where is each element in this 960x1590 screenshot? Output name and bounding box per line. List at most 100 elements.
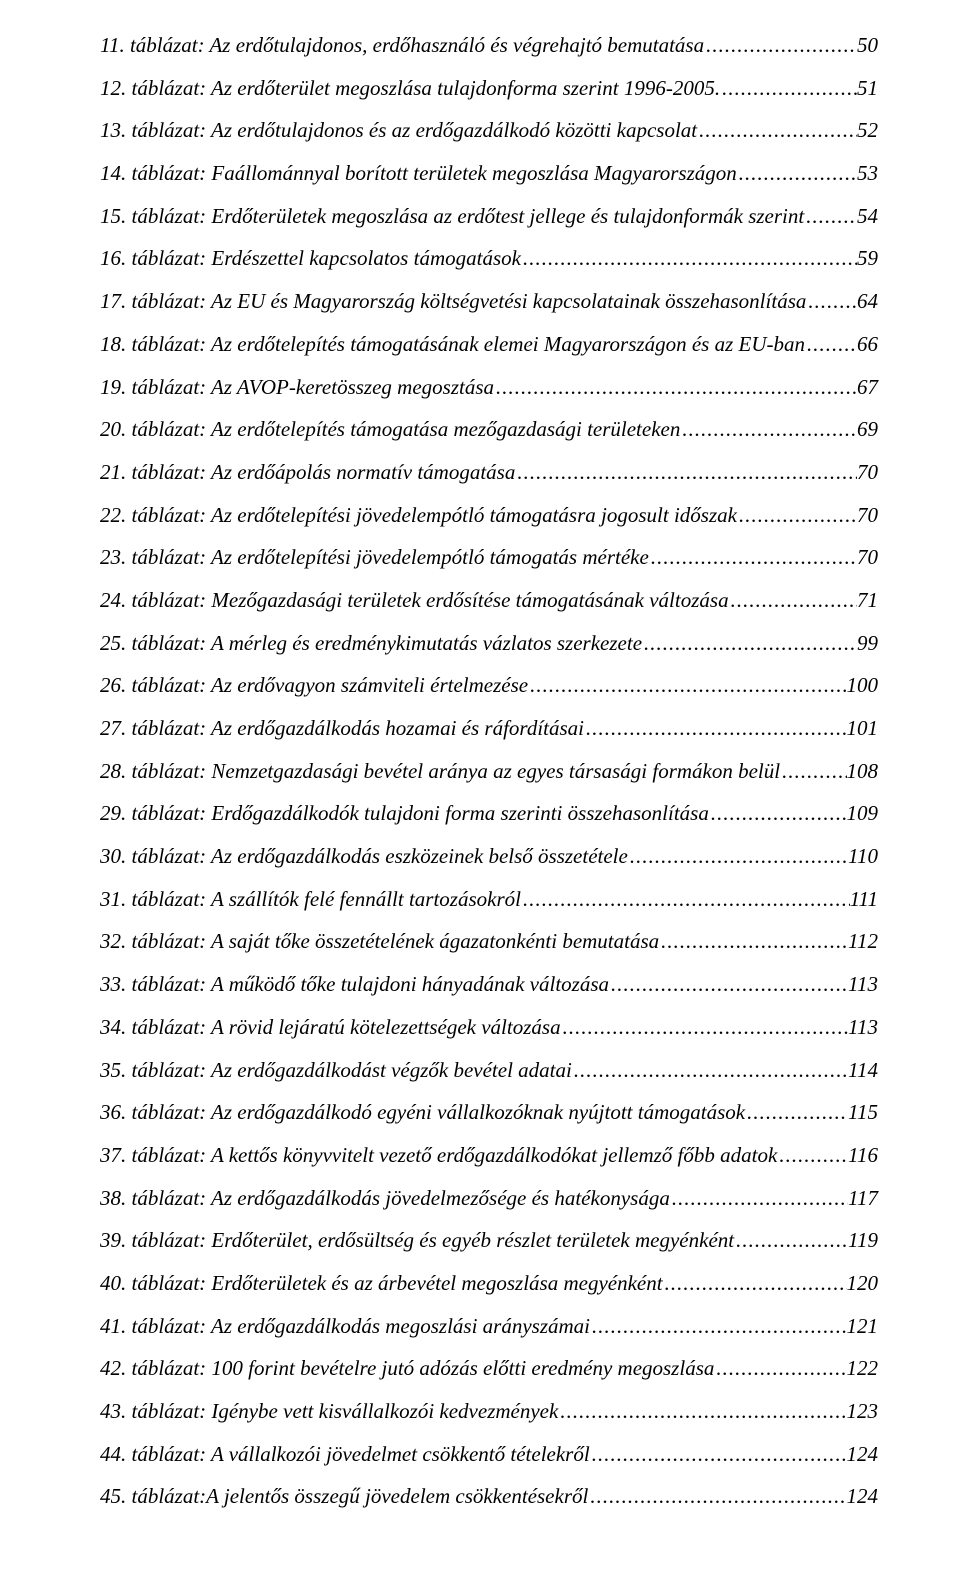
toc-entry[interactable]: 37. táblázat: A kettős könyvvitelt vezet… [100, 1145, 878, 1166]
toc-entry-title: 38. táblázat: Az erdőgazdálkodás jövedel… [100, 1188, 670, 1209]
toc-leader-dots: ........................................… [805, 334, 857, 355]
toc-entry-page: 50 [857, 35, 878, 56]
toc-entry-page: 116 [848, 1145, 878, 1166]
toc-entry-title: 35. táblázat: Az erdőgazdálkodást végzők… [100, 1060, 572, 1081]
toc-entry-title: 45. táblázat:A jelentős összegű jövedele… [100, 1486, 588, 1507]
toc-entry-page: 70 [857, 462, 878, 483]
toc-entry[interactable]: 20. táblázat: Az erdőtelepítés támogatás… [100, 419, 878, 440]
toc-entry-title: 31. táblázat: A szállítók felé fennállt … [100, 889, 521, 910]
toc-entry[interactable]: 25. táblázat: A mérleg és eredménykimuta… [100, 633, 878, 654]
toc-entry-title: 23. táblázat: Az erdőtelepítési jövedele… [100, 547, 649, 568]
toc-leader-dots: ........................................… [558, 1401, 846, 1422]
toc-entry[interactable]: 28. táblázat: Nemzetgazdasági bevétel ar… [100, 761, 878, 782]
toc-entry-page: 51 [857, 78, 878, 99]
toc-entry[interactable]: 44. táblázat: A vállalkozói jövedelmet c… [100, 1444, 878, 1465]
toc-entry-title: 26. táblázat: Az erdővagyon számviteli é… [100, 675, 528, 696]
toc-entry-page: 108 [847, 761, 879, 782]
toc-entry-title: 24. táblázat: Mezőgazdasági területek er… [100, 590, 729, 611]
toc-entry-page: 71 [857, 590, 878, 611]
toc-entry-page: 70 [857, 505, 878, 526]
toc-entry-title: 13. táblázat: Az erdőtulajdonos és az er… [100, 120, 697, 141]
toc-leader-dots: ........................................… [609, 974, 848, 995]
toc-entry-title: 27. táblázat: Az erdőgazdálkodás hozamai… [100, 718, 584, 739]
toc-entry-page: 117 [848, 1188, 878, 1209]
toc-entry-title: 18. táblázat: Az erdőtelepítés támogatás… [100, 334, 805, 355]
toc-entry-page: 52 [857, 120, 878, 141]
toc-leader-dots: ........................................… [521, 248, 857, 269]
toc-entry[interactable]: 14. táblázat: Faállománnyal borított ter… [100, 163, 878, 184]
toc-entry-page: 120 [847, 1273, 879, 1294]
toc-entry[interactable]: 18. táblázat: Az erdőtelepítés támogatás… [100, 334, 878, 355]
toc-entry[interactable]: 26. táblázat: Az erdővagyon számviteli é… [100, 675, 878, 696]
toc-entry-page: 53 [857, 163, 878, 184]
toc-leader-dots: ........................................… [709, 803, 847, 824]
toc-entry-page: 110 [848, 846, 878, 867]
toc-entry-title: 44. táblázat: A vállalkozói jövedelmet c… [100, 1444, 590, 1465]
toc-entry-page: 66 [857, 334, 878, 355]
toc-entry[interactable]: 16. táblázat: Erdészettel kapcsolatos tá… [100, 248, 878, 269]
toc-entry[interactable]: 24. táblázat: Mezőgazdasági területek er… [100, 590, 878, 611]
toc-entry-page: 114 [848, 1060, 878, 1081]
toc-entry-title: 42. táblázat: 100 forint bevételre jutó … [100, 1358, 714, 1379]
toc-entry-title: 43. táblázat: Igénybe vett kisvállalkozó… [100, 1401, 558, 1422]
toc-entry[interactable]: 17. táblázat: Az EU és Magyarország költ… [100, 291, 878, 312]
toc-entry[interactable]: 33. táblázat: A működő tőke tulajdoni há… [100, 974, 878, 995]
toc-leader-dots: ........................................… [745, 1102, 848, 1123]
toc-entry-title: 14. táblázat: Faállománnyal borított ter… [100, 163, 737, 184]
toc-leader-dots: ........................................… [561, 1017, 848, 1038]
toc-leader-dots: ........................................… [642, 633, 857, 654]
toc-entry-title: 17. táblázat: Az EU és Magyarország költ… [100, 291, 806, 312]
toc-entry[interactable]: 15. táblázat: Erdőterületek megoszlása a… [100, 206, 878, 227]
toc-leader-dots: ........................................… [528, 675, 846, 696]
toc-leader-dots: ........................................… [515, 462, 857, 483]
toc-entry[interactable]: 40. táblázat: Erdőterületek és az árbevé… [100, 1273, 878, 1294]
toc-entry-page: 67 [857, 377, 878, 398]
toc-leader-dots: ........................................… [777, 1145, 848, 1166]
toc-entry[interactable]: 12. táblázat: Az erdőterület megoszlása … [100, 78, 878, 99]
toc-leader-dots: ........................................… [804, 206, 857, 227]
toc-entry-page: 109 [847, 803, 879, 824]
toc-entry-title: 29. táblázat: Erdőgazdálkodók tulajdoni … [100, 803, 709, 824]
toc-entry[interactable]: 29. táblázat: Erdőgazdálkodók tulajdoni … [100, 803, 878, 824]
toc-entry-page: 112 [848, 931, 878, 952]
toc-entry-page: 124 [847, 1444, 879, 1465]
toc-entry-title: 40. táblázat: Erdőterületek és az árbevé… [100, 1273, 663, 1294]
toc-entry[interactable]: 36. táblázat: Az erdőgazdálkodó egyéni v… [100, 1102, 878, 1123]
toc-entry-page: 101 [847, 718, 879, 739]
toc-entry-page: 113 [848, 1017, 878, 1038]
table-of-contents: 11. táblázat: Az erdőtulajdonos, erdőhas… [100, 35, 878, 1507]
toc-entry[interactable]: 27. táblázat: Az erdőgazdálkodás hozamai… [100, 718, 878, 739]
toc-entry[interactable]: 22. táblázat: Az erdőtelepítési jövedele… [100, 505, 878, 526]
toc-entry[interactable]: 30. táblázat: Az erdőgazdálkodás eszköze… [100, 846, 878, 867]
toc-entry[interactable]: 39. táblázat: Erdőterület, erdősültség é… [100, 1230, 878, 1251]
toc-leader-dots: ........................................… [806, 291, 857, 312]
toc-entry-title: 37. táblázat: A kettős könyvvitelt vezet… [100, 1145, 777, 1166]
toc-entry-title: 22. táblázat: Az erdőtelepítési jövedele… [100, 505, 737, 526]
toc-entry[interactable]: 21. táblázat: Az erdőápolás normatív tám… [100, 462, 878, 483]
toc-entry[interactable]: 35. táblázat: Az erdőgazdálkodást végzők… [100, 1060, 878, 1081]
toc-entry[interactable]: 23. táblázat: Az erdőtelepítési jövedele… [100, 547, 878, 568]
toc-leader-dots: ........................................… [590, 1316, 846, 1337]
toc-entry[interactable]: 43. táblázat: Igénybe vett kisvállalkozó… [100, 1401, 878, 1422]
toc-leader-dots: ........................................… [737, 163, 857, 184]
toc-entry[interactable]: 11. táblázat: Az erdőtulajdonos, erdőhas… [100, 35, 878, 56]
toc-leader-dots: ........................................… [584, 718, 847, 739]
toc-entry-title: 41. táblázat: Az erdőgazdálkodás megoszl… [100, 1316, 590, 1337]
toc-leader-dots: ........................................… [590, 1444, 847, 1465]
toc-entry[interactable]: 31. táblázat: A szállítók felé fennállt … [100, 889, 878, 910]
toc-entry-page: 100 [847, 675, 879, 696]
toc-entry[interactable]: 38. táblázat: Az erdőgazdálkodás jövedel… [100, 1188, 878, 1209]
toc-entry[interactable]: 13. táblázat: Az erdőtulajdonos és az er… [100, 120, 878, 141]
toc-entry-title: 12. táblázat: Az erdőterület megoszlása … [100, 78, 720, 99]
toc-entry[interactable]: 45. táblázat:A jelentős összegű jövedele… [100, 1486, 878, 1507]
toc-entry-page: 64 [857, 291, 878, 312]
toc-entry-page: 122 [847, 1358, 879, 1379]
toc-entry-title: 34. táblázat: A rövid lejáratú kötelezet… [100, 1017, 561, 1038]
toc-entry[interactable]: 41. táblázat: Az erdőgazdálkodás megoszl… [100, 1316, 878, 1337]
toc-entry[interactable]: 32. táblázat: A saját tőke összetételéne… [100, 931, 878, 952]
toc-entry-page: 124 [847, 1486, 879, 1507]
toc-entry[interactable]: 42. táblázat: 100 forint bevételre jutó … [100, 1358, 878, 1379]
toc-entry-title: 32. táblázat: A saját tőke összetételéne… [100, 931, 659, 952]
toc-entry[interactable]: 34. táblázat: A rövid lejáratú kötelezet… [100, 1017, 878, 1038]
toc-entry[interactable]: 19. táblázat: Az AVOP-keretösszeg megosz… [100, 377, 878, 398]
